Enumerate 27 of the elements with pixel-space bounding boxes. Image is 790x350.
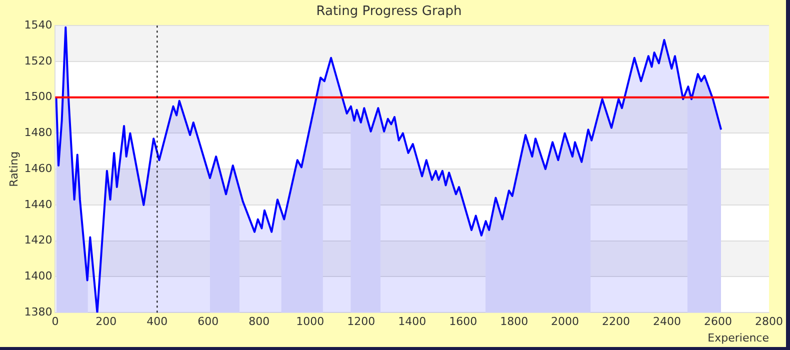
x-tick-label: 1000 bbox=[296, 315, 324, 328]
x-tick-label: 200 bbox=[96, 315, 117, 328]
x-tick-label: 0 bbox=[52, 315, 59, 328]
y-tick-label: 1520 bbox=[24, 54, 52, 68]
y-tick-label: 1400 bbox=[24, 270, 52, 283]
x-tick-label: 2000 bbox=[551, 315, 580, 328]
y-tick-label: 1500 bbox=[24, 90, 52, 104]
x-tick-label: 2800 bbox=[755, 315, 784, 328]
x-tick-label: 1600 bbox=[449, 315, 478, 328]
y-tick-label: 1380 bbox=[24, 305, 52, 318]
x-axis-title: Experience bbox=[708, 331, 770, 344]
x-tick-label: 1800 bbox=[500, 315, 528, 328]
x-tick-label: 400 bbox=[146, 315, 168, 328]
y-tick-label: 1440 bbox=[24, 198, 52, 211]
x-tick-label: 2200 bbox=[602, 315, 630, 328]
x-tick-label: 2600 bbox=[704, 315, 732, 328]
y-axis-title: Rating bbox=[7, 151, 20, 187]
y-tick-label: 1460 bbox=[24, 162, 52, 175]
x-tick-label: 1200 bbox=[347, 315, 376, 328]
x-tick-label: 2400 bbox=[653, 315, 682, 328]
x-tick-label: 600 bbox=[198, 315, 219, 328]
x-tick-label: 800 bbox=[248, 315, 270, 328]
y-tick-label: 1540 bbox=[24, 18, 52, 32]
y-tick-label: 1480 bbox=[24, 126, 52, 140]
x-tick-label: 1400 bbox=[398, 315, 426, 328]
chart-title: Rating Progress Graph bbox=[316, 4, 462, 20]
y-tick-label: 1420 bbox=[24, 234, 52, 247]
